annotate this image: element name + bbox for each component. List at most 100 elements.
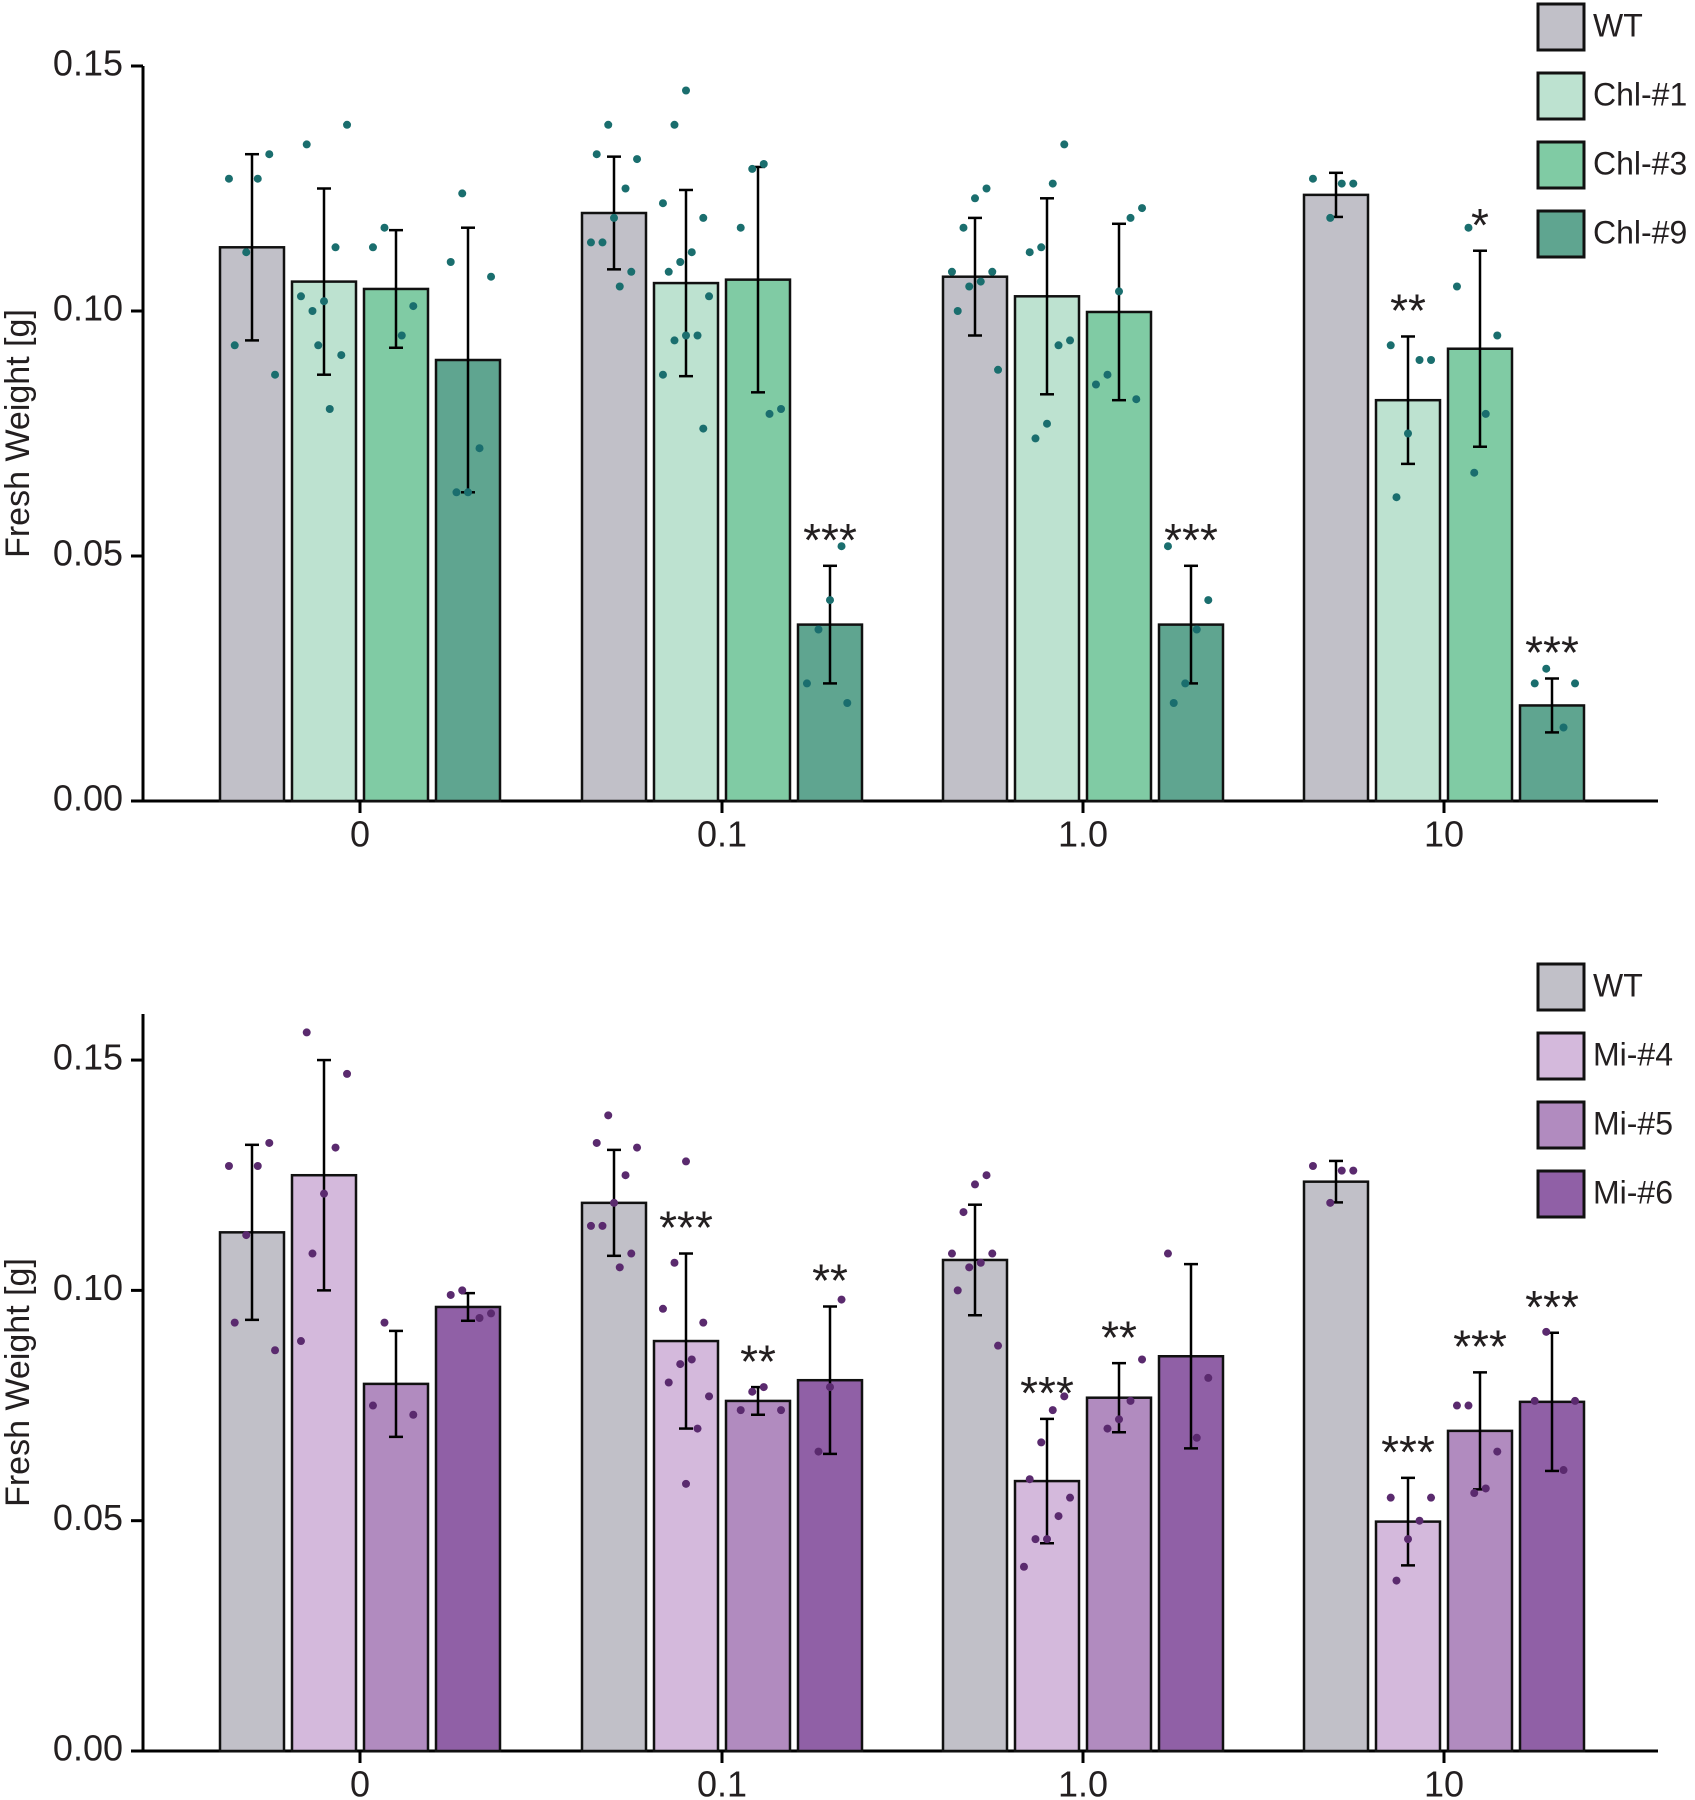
data-point <box>265 150 274 159</box>
data-point <box>464 488 472 497</box>
data-point <box>988 267 997 276</box>
data-point <box>308 307 317 315</box>
y-axis-title: Fresh Weight [g] <box>0 309 37 558</box>
data-point <box>1404 429 1412 438</box>
data-point <box>302 140 311 149</box>
data-point <box>1452 282 1461 291</box>
data-point <box>687 248 696 257</box>
significance-label: *** <box>1525 627 1579 679</box>
legend-label: Chl-#3 <box>1593 145 1687 181</box>
x-tick-label: 0.1 <box>697 814 747 855</box>
data-point <box>380 223 389 232</box>
data-point <box>1386 1493 1395 1502</box>
data-point <box>676 1360 685 1369</box>
data-point <box>682 331 690 340</box>
data-point <box>627 1249 636 1258</box>
data-point <box>759 160 768 168</box>
y-tick-label: 0.05 <box>53 1497 123 1538</box>
data-point <box>302 1028 311 1037</box>
data-point <box>586 238 595 247</box>
data-point <box>658 1304 667 1313</box>
data-point <box>777 405 786 413</box>
data-point <box>368 243 377 252</box>
data-point <box>598 238 607 247</box>
data-point <box>664 1378 673 1387</box>
data-point <box>224 1162 233 1171</box>
data-point <box>658 370 667 379</box>
legend-swatch <box>1536 1100 1586 1150</box>
data-point <box>765 409 774 418</box>
data-point <box>380 1318 389 1327</box>
data-point <box>988 1249 997 1258</box>
data-point <box>1060 1392 1069 1401</box>
data-point <box>1138 1355 1147 1364</box>
data-point <box>959 223 968 232</box>
legend-label: Chl-#9 <box>1593 214 1687 250</box>
legend-label: Mi-#4 <box>1593 1036 1673 1072</box>
data-point <box>1031 434 1040 443</box>
data-point <box>1326 213 1335 222</box>
data-point <box>1169 699 1178 707</box>
legend-label: WT <box>1593 7 1643 43</box>
data-point <box>1308 1162 1317 1171</box>
data-point <box>687 1355 696 1364</box>
x-tick-label: 10 <box>1424 1764 1464 1800</box>
data-point <box>610 1198 618 1207</box>
legend-label: WT <box>1593 967 1643 1003</box>
data-point <box>953 1286 962 1295</box>
data-point <box>826 596 834 605</box>
x-tick-label: 0.1 <box>697 1764 747 1800</box>
data-point <box>1404 1535 1412 1544</box>
legend-swatch <box>1536 2 1586 52</box>
data-point <box>1559 1466 1568 1475</box>
data-point <box>1452 1401 1461 1410</box>
data-point <box>1481 1484 1490 1493</box>
data-point <box>670 336 679 345</box>
data-point <box>452 488 461 497</box>
data-point <box>705 292 714 301</box>
bar <box>1302 193 1370 803</box>
data-point <box>670 120 679 129</box>
data-point <box>592 1138 601 1147</box>
data-point <box>325 405 334 413</box>
data-point <box>1115 1415 1123 1424</box>
data-point <box>976 277 985 286</box>
data-point <box>1493 1447 1502 1456</box>
data-point <box>682 86 690 95</box>
data-point <box>308 1249 317 1258</box>
data-point <box>693 1424 702 1433</box>
data-point <box>699 424 708 433</box>
data-point <box>296 292 305 301</box>
data-point <box>1481 409 1490 418</box>
data-point <box>446 258 455 266</box>
data-point <box>1060 140 1069 149</box>
data-point <box>1530 1396 1539 1405</box>
data-point <box>1192 625 1201 634</box>
data-point <box>676 258 685 266</box>
y-tick-label: 0.00 <box>53 778 123 819</box>
data-point <box>802 679 811 688</box>
data-point <box>994 1341 1003 1350</box>
data-point <box>748 1387 757 1396</box>
data-point <box>1415 356 1424 364</box>
data-point <box>1115 287 1123 296</box>
legend-swatch <box>1536 71 1586 121</box>
significance-label: *** <box>1164 514 1218 566</box>
significance-label: *** <box>1020 1367 1074 1419</box>
data-point <box>224 174 233 183</box>
data-point <box>1571 1396 1580 1405</box>
legend-swatch <box>1536 962 1586 1012</box>
data-point <box>1386 341 1395 350</box>
significance-label: ** <box>812 1255 848 1307</box>
data-point <box>837 542 846 551</box>
y-axis-title: Fresh Weight [g] <box>0 1258 37 1507</box>
data-point <box>487 272 496 281</box>
data-point <box>1308 174 1317 183</box>
data-point <box>331 1143 340 1152</box>
legend-label: Chl-#1 <box>1593 76 1687 112</box>
data-point <box>1126 1396 1135 1405</box>
data-point <box>1037 243 1046 252</box>
data-point <box>1415 1516 1424 1525</box>
data-point <box>604 120 613 129</box>
data-point <box>1037 1438 1046 1447</box>
